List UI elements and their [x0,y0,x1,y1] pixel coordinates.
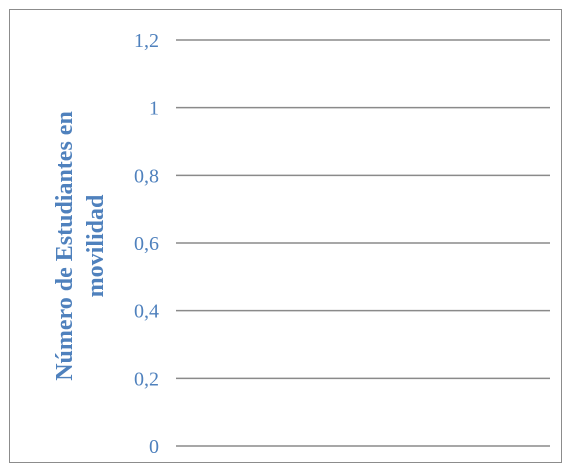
y-tick-label: 1,2 [134,30,159,52]
y-axis-title-line-2: movilidad [83,194,109,297]
gridlines [176,39,550,447]
y-tick-label: 0,8 [134,165,159,187]
y-tick-label: 0,6 [134,233,159,255]
chart-frame [9,9,562,463]
y-axis-title: Número de Estudiantes en movilidad [52,111,109,381]
y-tick-labels: 0 0,2 0,4 0,6 0,8 1 1,2 [134,30,159,458]
y-tick-label: 0,2 [134,368,159,390]
y-axis-title-line-1: Número de Estudiantes en [52,111,78,381]
y-tick-label: 0 [149,436,159,458]
y-tick-label: 0,4 [134,301,159,323]
y-tick-label: 1 [149,98,159,120]
